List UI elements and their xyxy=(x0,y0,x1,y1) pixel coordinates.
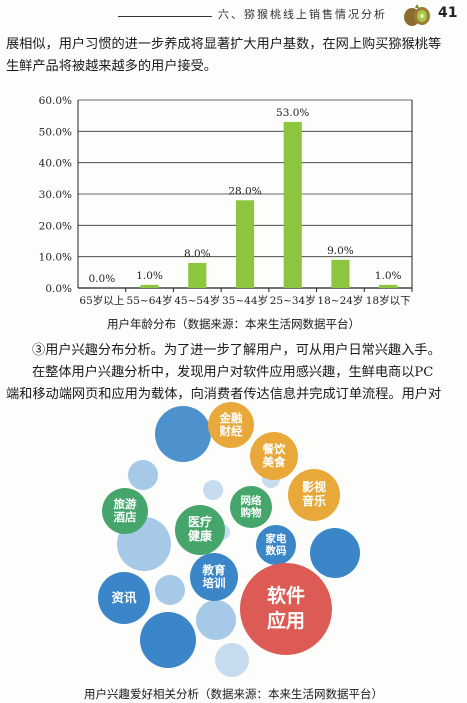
interest-bubble-medical: 医疗健康 xyxy=(175,505,225,555)
y-tick-label: 0.0% xyxy=(45,283,72,295)
paragraph-interest-analysis: 在整体用户兴趣分析中，发现用户对软件应用感兴趣，生鲜电商以PC 端和移动端网页和… xyxy=(6,362,458,406)
decorative-bubble xyxy=(140,612,196,668)
interest-bubble-online-shopping: 网络购物 xyxy=(230,486,272,528)
x-tick-label: 55~64岁 xyxy=(127,294,173,307)
paragraph-line: ③用户兴趣分布分析。为了进一步了解用户，可从用户日常兴趣入手。 xyxy=(32,343,441,358)
interest-bubble-software: 软件应用 xyxy=(240,563,332,655)
decorative-bubble xyxy=(155,575,185,605)
bar xyxy=(283,121,302,288)
decorative-bubble xyxy=(203,480,223,500)
paragraph-line: 在整体用户兴趣分析中，发现用户对软件应用感兴趣，生鲜电商以PC xyxy=(32,365,434,380)
data-label: 1.0% xyxy=(375,270,402,282)
running-header: 六、猕猴桃线上销售情况分析 41 xyxy=(0,0,467,30)
age-chart-caption: 用户年龄分布（数据来源：本来生活网数据平台） xyxy=(107,317,360,331)
x-tick-label: 65岁以上 xyxy=(79,294,124,307)
data-label: 28.0% xyxy=(228,185,261,197)
bar xyxy=(331,259,350,288)
paragraph-interest-heading: ③用户兴趣分布分析。为了进一步了解用户，可从用户日常兴趣入手。 xyxy=(6,340,458,362)
interest-bubble-travel: 旅游酒店 xyxy=(102,488,148,534)
data-label: 8.0% xyxy=(184,248,211,260)
interest-bubble-finance: 金融财经 xyxy=(208,402,254,448)
interest-bubble-film: 影视音乐 xyxy=(288,469,340,521)
x-tick-label: 25~34岁 xyxy=(270,294,316,307)
interest-bubble-appliance: 家电数码 xyxy=(256,525,296,565)
y-tick-label: 30.0% xyxy=(39,189,72,201)
paragraph-line: 展相似，用户习惯的进一步养成将显著扩大用户基数，在网上购买猕猴桃等 xyxy=(6,37,442,52)
paragraph-line: 生鲜产品将被越来越多的用户接受。 xyxy=(6,59,217,74)
y-tick-label: 20.0% xyxy=(39,220,72,232)
y-tick-label: 60.0% xyxy=(39,95,72,107)
decorative-bubble xyxy=(310,528,360,578)
x-tick-label: 18岁以下 xyxy=(366,294,411,307)
interest-bubble-news: 资讯 xyxy=(98,572,150,624)
page-number: 41 xyxy=(438,5,458,21)
interest-bubble-dining: 餐饮美食 xyxy=(250,432,298,480)
bar xyxy=(140,284,159,288)
age-distribution-chart: 0.0% 10.0% 20.0% 30.0% 40.0% 50.0% 60.0% 0.0% 65… xyxy=(39,95,413,307)
interest-diagram-caption: 用户兴趣爱好相关分析（数据来源：本来生活网数据平台） xyxy=(84,687,383,701)
x-tick-label: 35~44岁 xyxy=(222,294,268,307)
paragraph-intro: 展相似，用户习惯的进一步养成将显著扩大用户基数，在网上购买猕猴桃等 生鲜产品将被… xyxy=(6,34,458,78)
data-label: 53.0% xyxy=(276,107,309,119)
interest-bubble-education: 教育培训 xyxy=(190,553,238,601)
decorative-bubble xyxy=(128,460,158,490)
data-label: 1.0% xyxy=(136,270,163,282)
bar xyxy=(235,200,255,288)
decorative-bubble xyxy=(196,600,236,640)
data-label: 0.0% xyxy=(89,273,116,285)
bar xyxy=(188,262,207,288)
x-tick-label: 18~24岁 xyxy=(317,294,363,307)
y-tick-label: 50.0% xyxy=(39,126,72,138)
data-label: 9.0% xyxy=(327,245,354,257)
interest-bubble-diagram: 金融财经 餐饮美食 影视音乐 旅游酒店 网络购物 医疗健康 家电数码 教育培训 … xyxy=(0,400,467,685)
bar xyxy=(379,284,398,288)
y-tick-label: 10.0% xyxy=(39,252,72,264)
kiwi-fruit-icon xyxy=(404,4,430,26)
paragraph-line: 端和移动端网页和应用为载体，向消费者传达信息并完成订单流程。用户对 xyxy=(6,387,442,402)
header-rule xyxy=(118,16,212,17)
decorative-bubble xyxy=(215,643,249,677)
decorative-bubble xyxy=(155,406,211,462)
y-tick-label: 40.0% xyxy=(39,158,72,170)
x-tick-label: 45~54岁 xyxy=(174,294,220,307)
section-title: 六、猕猴桃线上销售情况分析 xyxy=(218,8,387,21)
